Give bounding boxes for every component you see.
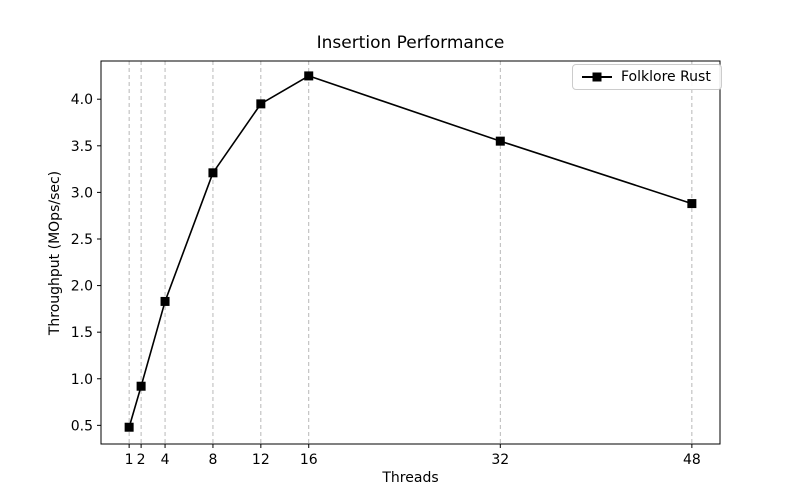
data-point-marker (304, 71, 314, 81)
data-point-marker (687, 199, 697, 209)
data-point-marker (136, 381, 146, 391)
y-axis-label: Throughput (MOps/sec) (47, 170, 63, 336)
x-tick-label: 8 (208, 452, 217, 468)
series-line (128, 75, 693, 428)
legend-line-sample (582, 71, 612, 83)
data-point-marker (256, 99, 266, 109)
x-tick-label: 48 (683, 452, 701, 468)
y-tick-label: 2.0 (71, 279, 93, 295)
legend-label: Folklore Rust (621, 69, 711, 85)
legend: Folklore Rust (572, 64, 722, 90)
y-tick-label: 4.0 (71, 92, 93, 108)
y-tick-label: 1.0 (71, 372, 93, 388)
chart-title: Insertion Performance (316, 33, 505, 53)
x-tick-label: 4 (161, 452, 170, 468)
x-tick-label: 16 (300, 452, 318, 468)
legend-square-marker-icon (592, 72, 602, 82)
y-tick-label: 3.5 (71, 139, 93, 155)
y-tick-label: 3.0 (71, 185, 93, 201)
data-point-marker (495, 136, 505, 146)
x-tick-label: 12 (252, 452, 270, 468)
x-axis-label: Threads (382, 470, 439, 486)
y-tick-label: 2.5 (71, 232, 93, 248)
x-tick-label: 32 (491, 452, 509, 468)
axes-frame (100, 60, 721, 445)
x-tick-label: 2 (137, 452, 146, 468)
y-tick-label: 0.5 (71, 418, 93, 434)
x-tick-label: 1 (125, 452, 134, 468)
data-point-marker (124, 422, 134, 432)
y-tick-label: 1.5 (71, 325, 93, 341)
data-point-marker (160, 296, 170, 306)
data-point-marker (208, 168, 218, 178)
